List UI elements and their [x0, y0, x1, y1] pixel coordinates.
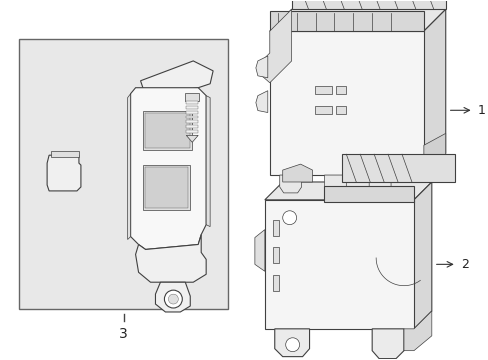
Text: 1: 1 [477, 104, 485, 117]
Bar [269, 31, 423, 175]
Polygon shape [155, 282, 190, 312]
Polygon shape [255, 91, 267, 113]
Polygon shape [291, 0, 445, 9]
Bar [314, 105, 332, 113]
Polygon shape [423, 133, 445, 175]
Bar [336, 105, 346, 113]
Bar [186, 111, 198, 113]
Bar [144, 167, 188, 208]
Polygon shape [261, 9, 291, 83]
Bar [186, 125, 198, 129]
Bar [314, 86, 332, 94]
Bar [272, 275, 278, 291]
Polygon shape [274, 329, 309, 357]
Bar [272, 220, 278, 235]
Polygon shape [413, 182, 431, 329]
Bar [144, 113, 190, 148]
Polygon shape [206, 96, 210, 227]
Bar [336, 86, 346, 94]
Bar [142, 111, 192, 150]
Polygon shape [279, 175, 301, 193]
Bar [186, 121, 198, 123]
Text: 2: 2 [460, 258, 468, 271]
Polygon shape [269, 9, 445, 31]
Circle shape [282, 211, 296, 225]
Bar [186, 100, 198, 104]
Bar [186, 105, 198, 109]
Polygon shape [282, 164, 312, 182]
Polygon shape [324, 175, 346, 193]
Polygon shape [371, 329, 403, 359]
Polygon shape [264, 182, 431, 200]
Polygon shape [255, 56, 267, 78]
Bar [142, 165, 190, 210]
Polygon shape [127, 94, 130, 239]
Circle shape [164, 290, 182, 308]
Polygon shape [342, 154, 454, 182]
Text: 3: 3 [119, 327, 128, 341]
Bar [186, 116, 198, 118]
Polygon shape [135, 235, 206, 282]
Bar [51, 151, 79, 157]
Polygon shape [254, 230, 264, 271]
Polygon shape [403, 311, 431, 351]
Bar [185, 93, 199, 100]
Polygon shape [423, 9, 445, 175]
Bar [264, 200, 413, 329]
Polygon shape [140, 61, 213, 96]
Polygon shape [130, 88, 206, 249]
Bar [186, 130, 198, 133]
Circle shape [168, 294, 178, 304]
Polygon shape [186, 135, 198, 142]
Bar [19, 39, 227, 309]
Circle shape [285, 338, 299, 352]
Bar [324, 186, 413, 202]
Bar [272, 247, 278, 264]
Polygon shape [47, 155, 81, 191]
Bar [269, 11, 423, 31]
Polygon shape [368, 175, 390, 193]
